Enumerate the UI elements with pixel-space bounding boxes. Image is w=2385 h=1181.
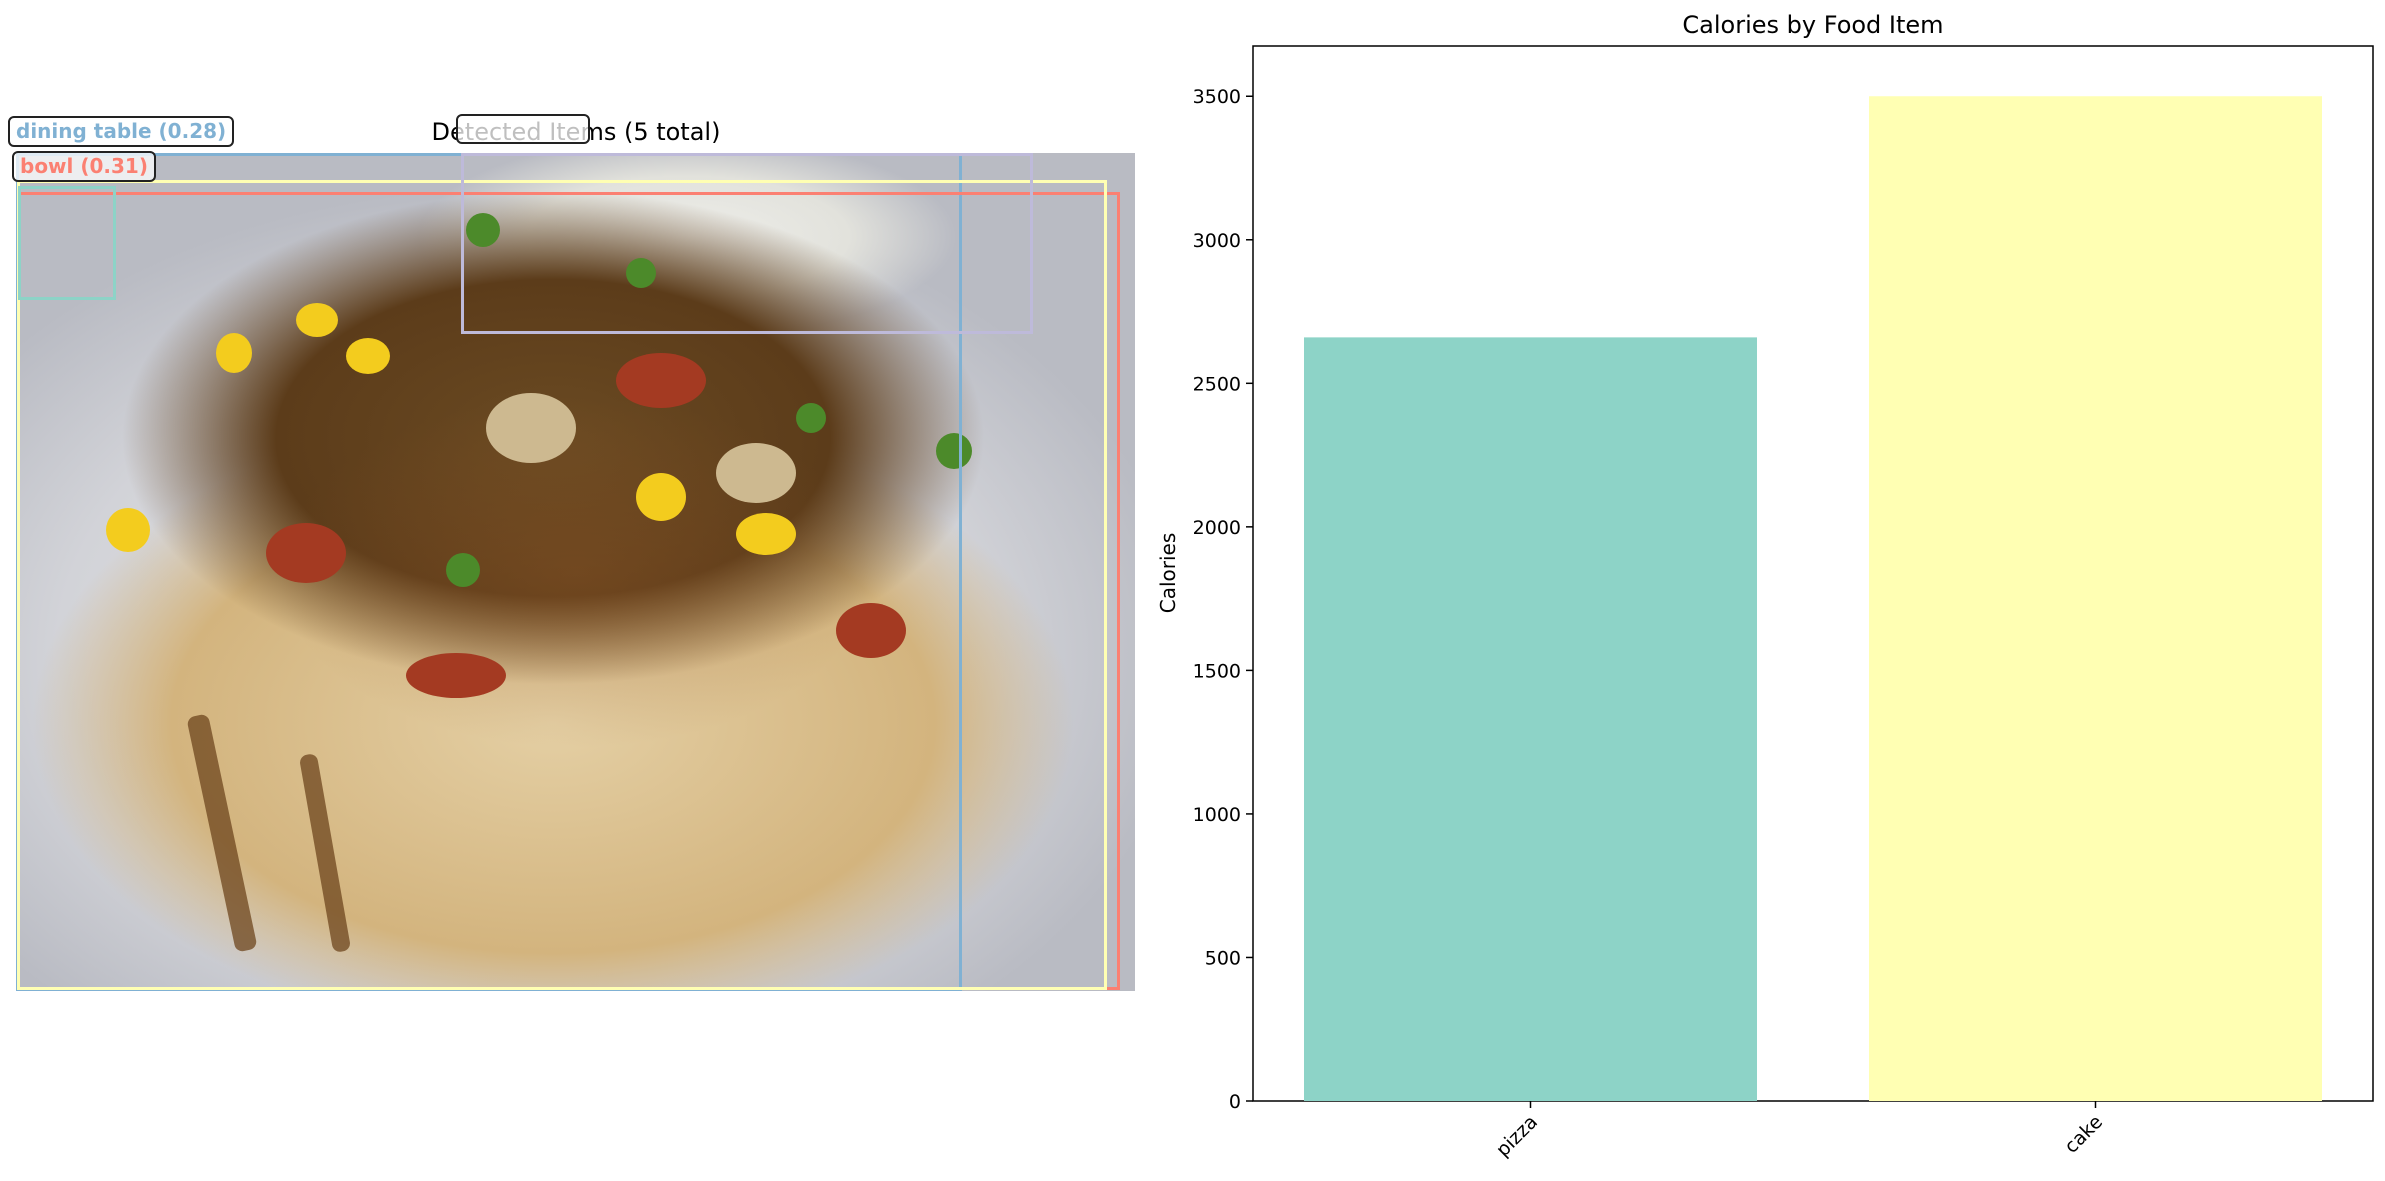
- food-photo: [16, 153, 1135, 991]
- onion-piece: [486, 393, 576, 463]
- bar-pizza: [1304, 337, 1757, 1101]
- pea: [466, 213, 500, 247]
- y-tick-label: 500: [1205, 947, 1241, 969]
- corn-kernel: [106, 508, 150, 552]
- bars: [1304, 96, 2322, 1101]
- detection-box-3: [17, 180, 1107, 990]
- detection-label-4: [456, 114, 590, 144]
- pea: [796, 403, 826, 433]
- y-tick-label: 2500: [1193, 373, 1241, 395]
- y-ticks: 0 500 1000 1500 2000 2500 3000 3500: [1193, 86, 1253, 1113]
- detection-box-4: [461, 153, 1033, 334]
- corn-kernel: [296, 303, 338, 337]
- tomato-piece: [266, 523, 346, 583]
- detection-label-bowl: bowl (0.31): [12, 151, 156, 182]
- pea: [626, 258, 656, 288]
- detection-box-5: [18, 186, 116, 300]
- detection-label-table: dining table (0.28): [8, 116, 235, 147]
- y-axis-label: Calories: [1156, 533, 1180, 614]
- corn-kernel: [636, 473, 686, 521]
- onion-piece: [716, 443, 796, 503]
- chart-title: Calories by Food Item: [1682, 11, 1943, 39]
- y-tick-label: 0: [1229, 1091, 1241, 1113]
- tomato-piece: [616, 353, 706, 408]
- bar-cake: [1869, 96, 2322, 1101]
- tomato-piece: [836, 603, 906, 658]
- corn-kernel: [216, 333, 252, 373]
- corn-kernel: [346, 338, 390, 374]
- y-tick-label: 3000: [1193, 230, 1241, 252]
- corn-kernel: [736, 513, 796, 555]
- pea: [446, 553, 480, 587]
- y-tick-label: 1000: [1193, 804, 1241, 826]
- y-tick-label: 3500: [1193, 86, 1241, 108]
- y-tick-label: 1500: [1193, 660, 1241, 682]
- x-ticks: pizza cake: [1492, 1101, 2107, 1161]
- x-tick-label: pizza: [1492, 1111, 1542, 1161]
- y-tick-label: 2000: [1193, 517, 1241, 539]
- plot-frame: [1252, 45, 2374, 1102]
- tomato-piece: [406, 653, 506, 698]
- x-tick-label: cake: [2060, 1111, 2107, 1158]
- pea: [936, 433, 972, 469]
